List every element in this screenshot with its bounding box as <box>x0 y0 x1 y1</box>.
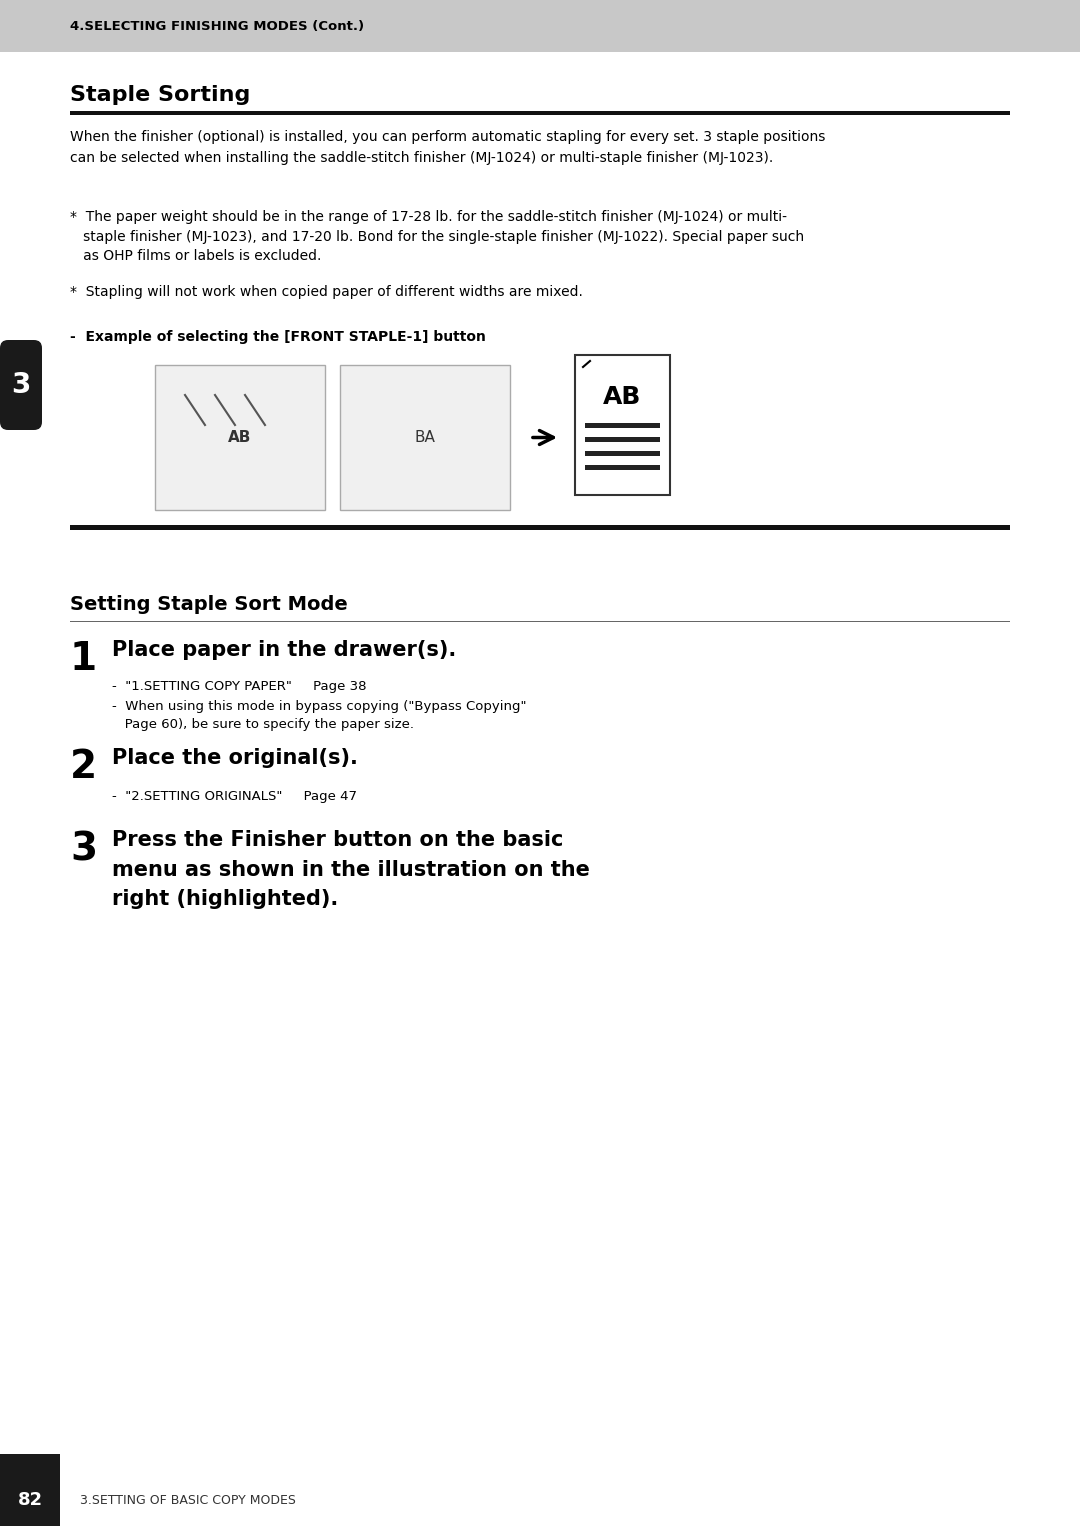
Text: -  "1.SETTING COPY PAPER"     Page 38: - "1.SETTING COPY PAPER" Page 38 <box>112 681 366 693</box>
Text: 1: 1 <box>70 639 97 678</box>
Text: Setting Staple Sort Mode: Setting Staple Sort Mode <box>70 595 348 613</box>
Text: Place the original(s).: Place the original(s). <box>112 748 357 768</box>
Bar <box>585 436 660 443</box>
Text: 3: 3 <box>70 830 97 868</box>
Bar <box>70 525 1010 530</box>
Text: Press the Finisher button on the basic
menu as shown in the illustration on the
: Press the Finisher button on the basic m… <box>112 830 590 909</box>
Text: -  Example of selecting the [FRONT STAPLE-1] button: - Example of selecting the [FRONT STAPLE… <box>70 330 486 343</box>
Bar <box>340 365 510 510</box>
Text: When the finisher (optional) is installed, you can perform automatic stapling fo: When the finisher (optional) is installe… <box>70 130 825 165</box>
Text: -  "2.SETTING ORIGINALS"     Page 47: - "2.SETTING ORIGINALS" Page 47 <box>112 790 357 803</box>
Bar <box>0 0 1080 52</box>
Bar <box>585 452 660 456</box>
Bar <box>575 356 670 494</box>
Text: Staple Sorting: Staple Sorting <box>70 85 251 105</box>
FancyBboxPatch shape <box>0 340 42 430</box>
Text: AB: AB <box>604 385 642 409</box>
Text: 82: 82 <box>17 1491 42 1509</box>
Text: *  The paper weight should be in the range of 17-28 lb. for the saddle-stitch fi: * The paper weight should be in the rang… <box>70 211 805 262</box>
Bar <box>70 111 1010 114</box>
Bar <box>156 365 325 510</box>
Text: -  When using this mode in bypass copying ("Bypass Copying"
   Page 60), be sure: - When using this mode in bypass copying… <box>112 700 527 731</box>
Text: 2: 2 <box>70 748 97 786</box>
Bar <box>0 1454 60 1526</box>
Text: Place paper in the drawer(s).: Place paper in the drawer(s). <box>112 639 456 661</box>
Text: BA: BA <box>415 430 435 446</box>
Text: AB: AB <box>228 430 252 446</box>
Text: 3.SETTING OF BASIC COPY MODES: 3.SETTING OF BASIC COPY MODES <box>80 1494 296 1506</box>
Text: 4.SELECTING FINISHING MODES (Cont.): 4.SELECTING FINISHING MODES (Cont.) <box>70 20 364 32</box>
Bar <box>585 465 660 470</box>
Text: *  Stapling will not work when copied paper of different widths are mixed.: * Stapling will not work when copied pap… <box>70 285 583 299</box>
Bar <box>585 423 660 427</box>
Text: 3: 3 <box>11 371 30 398</box>
